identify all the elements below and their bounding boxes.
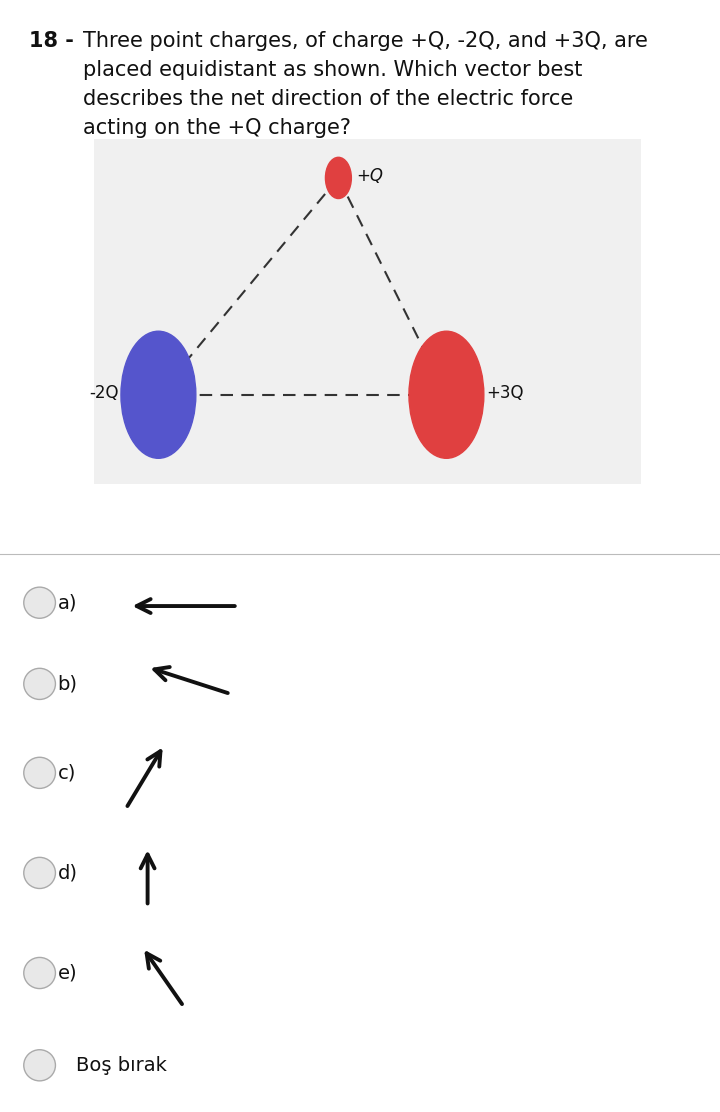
Bar: [94, 139, 641, 484]
Text: Three point charges, of charge +Q, -2Q, and +3Q, are
placed equidistant as shown: Three point charges, of charge +Q, -2Q, …: [83, 31, 648, 138]
Ellipse shape: [24, 1050, 55, 1081]
Ellipse shape: [24, 668, 55, 699]
Text: +3Q: +3Q: [486, 384, 523, 401]
Text: e): e): [58, 963, 77, 983]
Ellipse shape: [325, 157, 351, 199]
Text: Boş bırak: Boş bırak: [76, 1055, 166, 1075]
Text: a): a): [58, 593, 77, 613]
Text: -2Q: -2Q: [89, 384, 119, 401]
Ellipse shape: [24, 757, 55, 788]
Text: d): d): [58, 863, 78, 883]
Text: +Q: +Q: [356, 167, 383, 185]
Ellipse shape: [24, 587, 55, 618]
Ellipse shape: [409, 331, 484, 458]
Text: b): b): [58, 674, 78, 694]
Ellipse shape: [24, 957, 55, 989]
Text: c): c): [58, 763, 76, 783]
Ellipse shape: [24, 857, 55, 888]
Text: 18 -: 18 -: [29, 31, 73, 51]
Ellipse shape: [121, 331, 196, 458]
